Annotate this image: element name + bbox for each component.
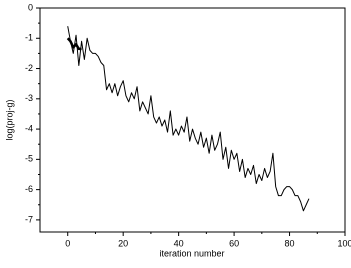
y-axis-label: log(proj-g) (4, 99, 14, 140)
x-tick-label: 0 (65, 238, 70, 248)
y-tick-label: 0 (28, 2, 33, 12)
y-tick-label: -2 (25, 63, 33, 73)
y-tick-label: -1 (25, 33, 33, 43)
x-tick-label: 60 (229, 238, 239, 248)
x-tick-label: 100 (337, 238, 351, 248)
y-tick-label: -5 (25, 154, 33, 164)
data-line (67, 26, 310, 212)
x-tick-label: 20 (118, 238, 128, 248)
y-tick-label: -4 (25, 123, 33, 133)
x-tick-label: 40 (174, 238, 184, 248)
x-axis-label: iteration number (159, 248, 224, 258)
y-tick-label: -7 (25, 214, 33, 224)
data-line (66, 37, 82, 51)
x-tick-label: 80 (285, 238, 295, 248)
plot-frame (39, 7, 346, 233)
y-tick-label: -6 (25, 184, 33, 194)
y-tick-label: -3 (25, 93, 33, 103)
